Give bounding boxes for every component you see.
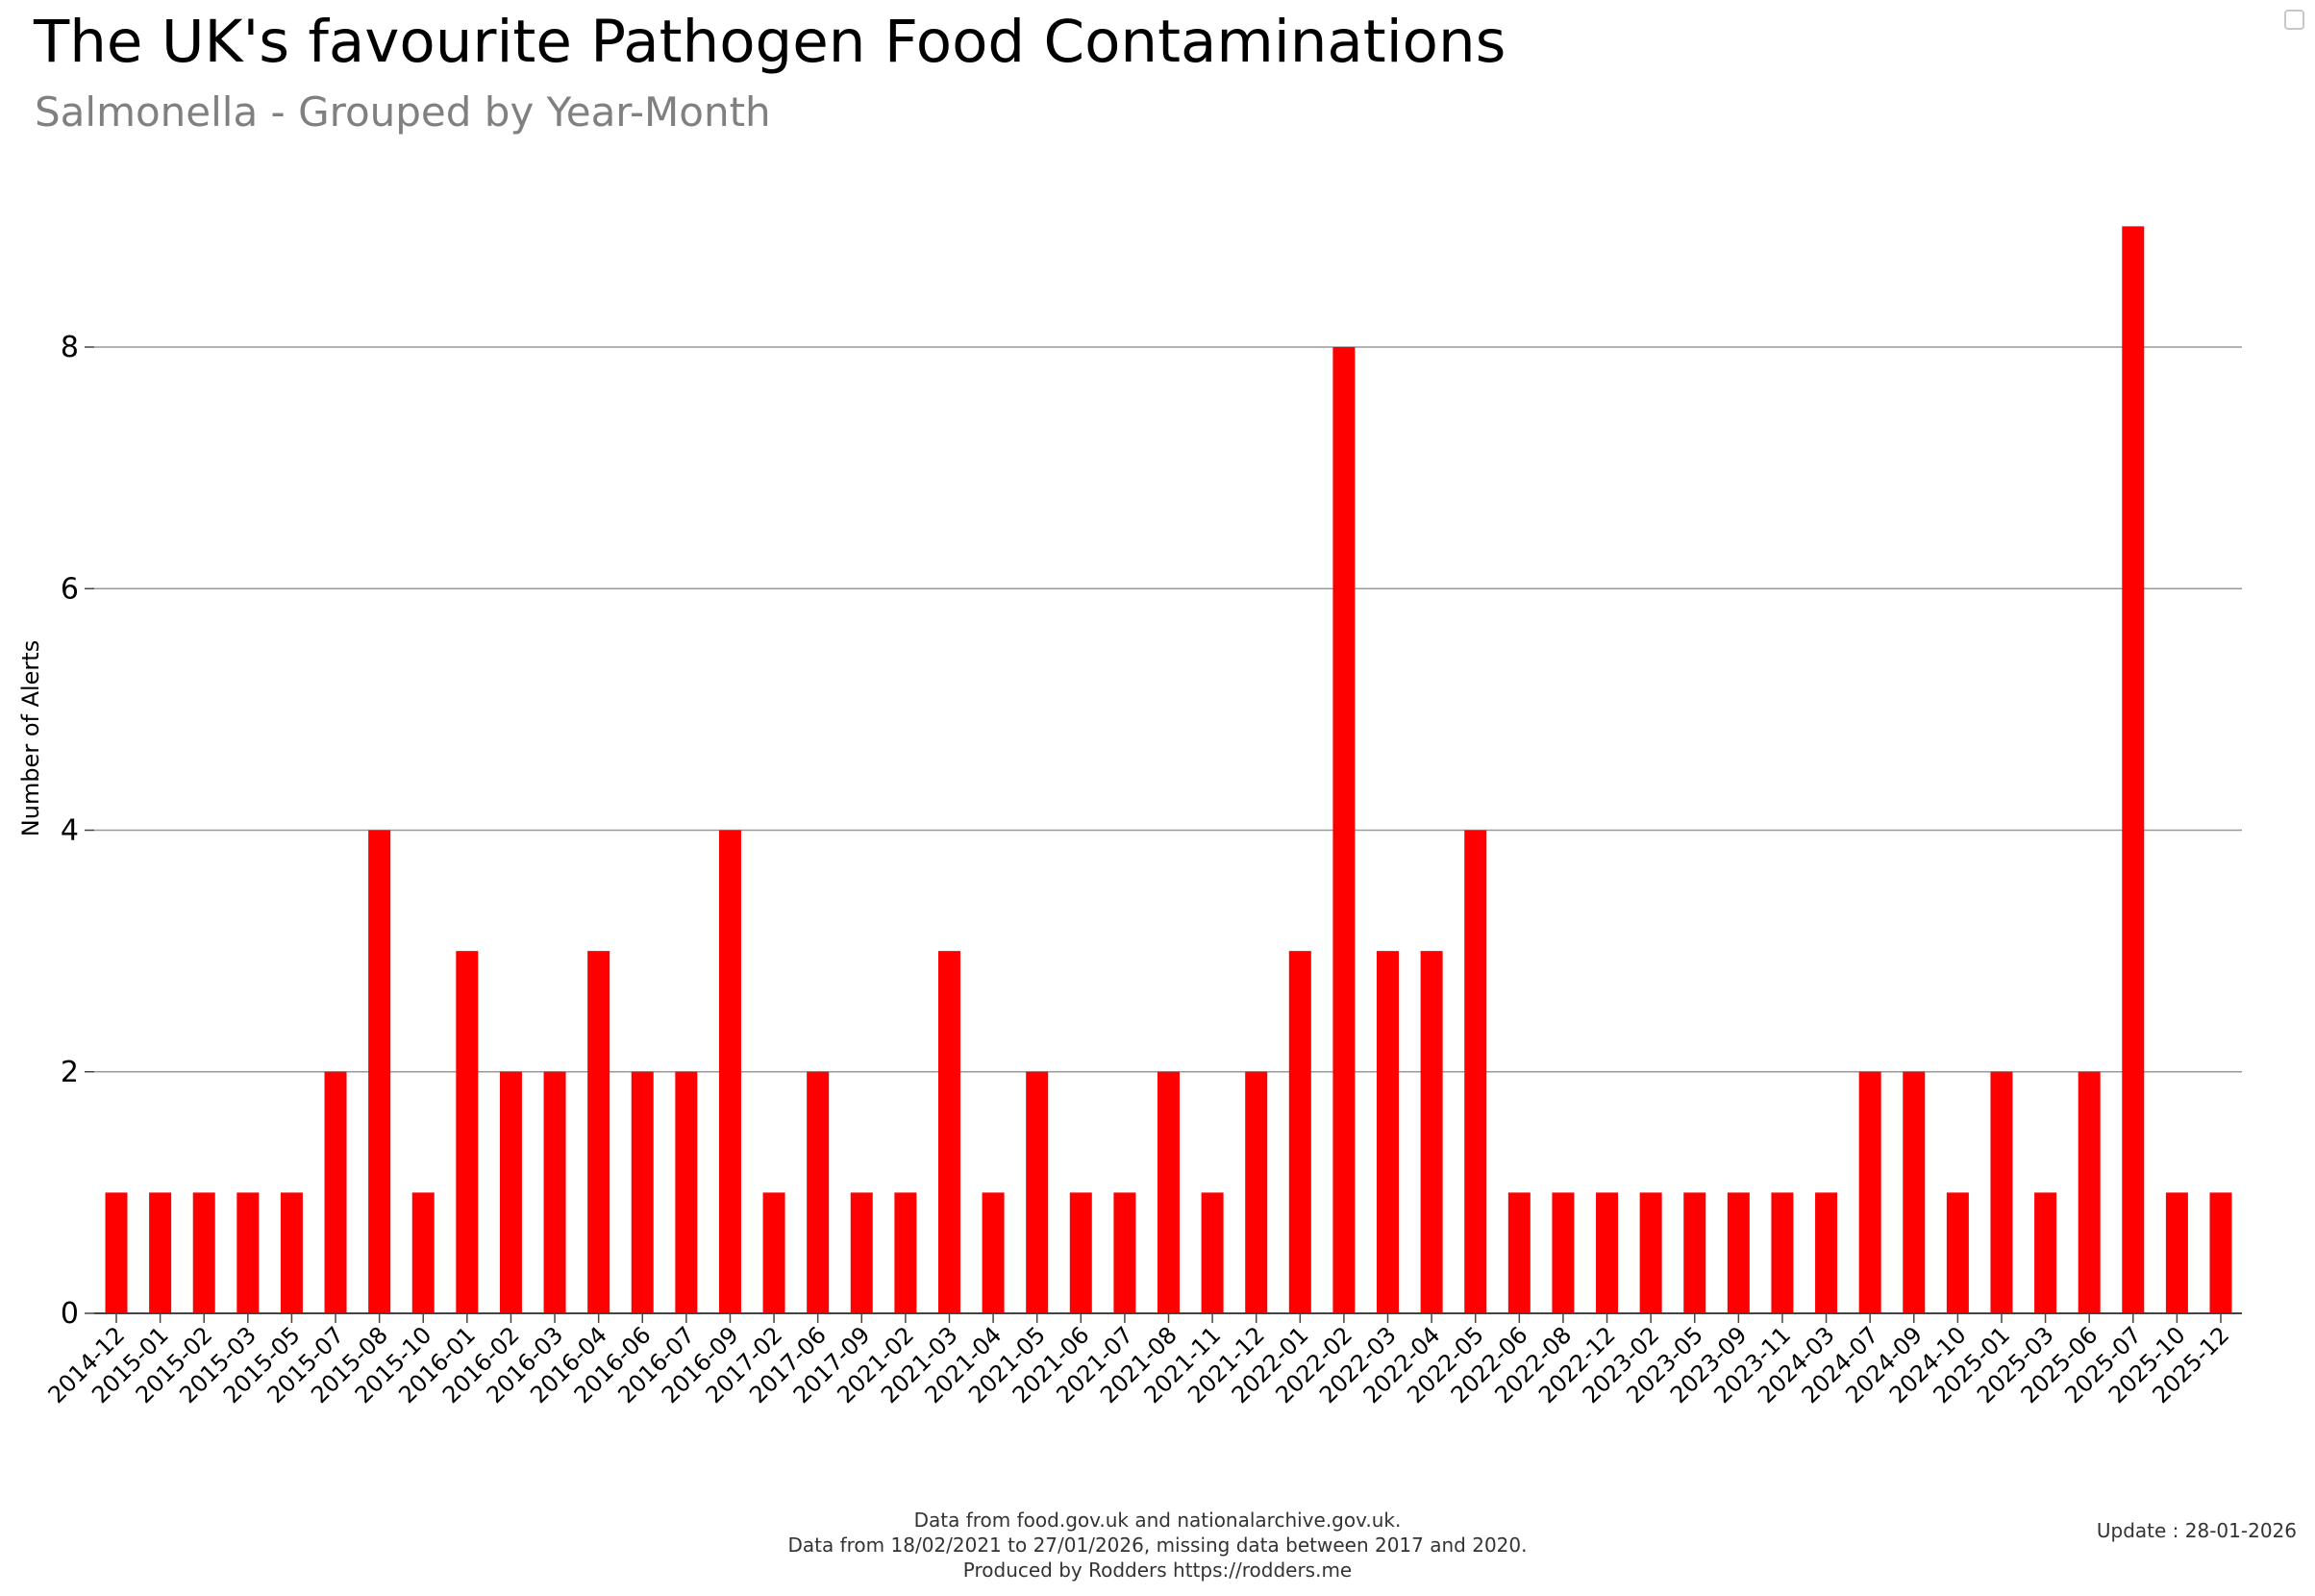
bar bbox=[850, 1192, 873, 1313]
bar bbox=[411, 1192, 435, 1313]
bar bbox=[1552, 1192, 1575, 1313]
bar bbox=[1683, 1192, 1706, 1313]
bar bbox=[1727, 1192, 1750, 1313]
footer-line-1: Data from food.gov.uk and nationalarchiv… bbox=[913, 1509, 1402, 1532]
bar bbox=[1507, 1192, 1531, 1313]
y-tick-label: 0 bbox=[61, 1297, 79, 1331]
bar bbox=[1903, 1071, 1926, 1313]
bar bbox=[324, 1071, 347, 1313]
y-axis-label: Number of Alerts bbox=[17, 640, 44, 836]
bar bbox=[1858, 1071, 1881, 1313]
bar bbox=[1639, 1192, 1662, 1313]
bar bbox=[894, 1192, 917, 1313]
bar bbox=[1771, 1192, 1794, 1313]
y-tick-label: 8 bbox=[61, 331, 79, 364]
bar bbox=[1420, 951, 1443, 1313]
y-axis: 0 2 4 6 8 bbox=[61, 331, 94, 1331]
bar bbox=[1990, 1071, 2013, 1313]
y-tick-label: 4 bbox=[61, 814, 79, 848]
bar bbox=[2209, 1192, 2232, 1313]
bar bbox=[1596, 1192, 1619, 1313]
bar bbox=[1158, 1071, 1180, 1313]
bar bbox=[675, 1071, 698, 1313]
footer-line-3: Produced by Rodders https://rodders.me bbox=[962, 1559, 1353, 1582]
legend-toggle-checkbox[interactable] bbox=[2284, 10, 2304, 30]
bar bbox=[1113, 1192, 1136, 1313]
bar bbox=[456, 951, 479, 1313]
bar bbox=[1026, 1071, 1049, 1313]
x-axis: 2014-122015-012015-022015-032015-052015-… bbox=[43, 1312, 2242, 1409]
bar bbox=[982, 1192, 1005, 1313]
bar bbox=[149, 1192, 172, 1313]
bar bbox=[631, 1071, 654, 1313]
bars bbox=[105, 226, 2232, 1313]
update-date: Update : 28-01-2026 bbox=[2096, 1519, 2297, 1542]
chart-subtitle: Salmonella - Grouped by Year-Month bbox=[35, 88, 771, 136]
bar bbox=[807, 1071, 830, 1313]
bar bbox=[2034, 1192, 2057, 1313]
bar bbox=[2165, 1192, 2188, 1313]
bar bbox=[937, 951, 960, 1313]
bar bbox=[762, 1192, 785, 1313]
bar bbox=[105, 1192, 128, 1313]
bar-chart: 2014-122015-012015-022015-032015-052015-… bbox=[17, 226, 2242, 1409]
bar bbox=[1946, 1192, 1969, 1313]
bar bbox=[543, 1071, 566, 1313]
bar bbox=[499, 1071, 522, 1313]
bar bbox=[1332, 347, 1356, 1313]
bar bbox=[718, 830, 741, 1313]
footer-line-2: Data from 18/02/2021 to 27/01/2026, miss… bbox=[787, 1534, 1528, 1557]
bar bbox=[280, 1192, 303, 1313]
bar bbox=[1245, 1071, 1268, 1313]
chart-title: The UK's favourite Pathogen Food Contami… bbox=[34, 8, 1506, 76]
bar bbox=[2078, 1071, 2101, 1313]
footer-credits: Data from food.gov.uk and nationalarchiv… bbox=[0, 1508, 2315, 1583]
bar bbox=[1288, 951, 1311, 1313]
bar bbox=[1069, 1192, 1092, 1313]
bar bbox=[587, 951, 610, 1313]
bar bbox=[192, 1192, 215, 1313]
y-tick-label: 2 bbox=[61, 1056, 79, 1089]
bar bbox=[1377, 951, 1400, 1313]
gridlines bbox=[94, 346, 2242, 1073]
bar bbox=[236, 1192, 260, 1313]
bar bbox=[1464, 830, 1487, 1313]
bar bbox=[2122, 226, 2145, 1313]
bar bbox=[1815, 1192, 1838, 1313]
bar bbox=[1201, 1192, 1224, 1313]
bar bbox=[368, 830, 391, 1313]
y-tick-label: 6 bbox=[61, 572, 79, 606]
